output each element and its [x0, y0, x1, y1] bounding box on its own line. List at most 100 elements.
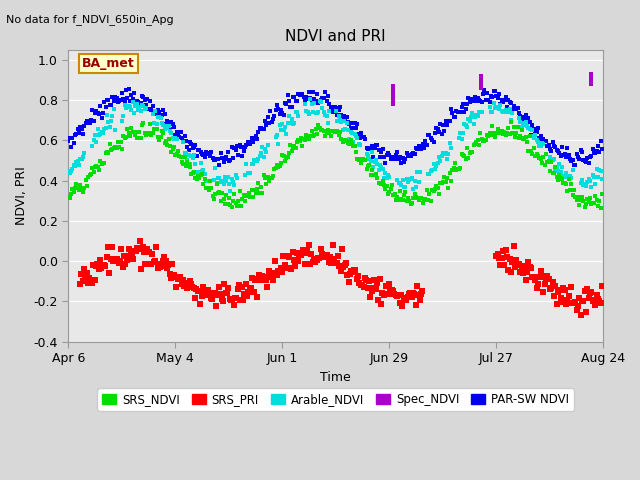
Point: [232, 174, 242, 182]
Point: [103, 118, 113, 126]
Point: [102, 96, 112, 104]
Point: [525, 132, 535, 140]
Point: [205, 177, 215, 185]
Point: [558, 151, 568, 158]
Point: [556, 174, 566, 181]
Point: [81, 120, 91, 127]
Point: [411, 183, 421, 191]
Point: [556, 152, 566, 160]
Point: [466, 114, 476, 121]
Point: [202, 149, 212, 157]
Point: [243, 288, 253, 296]
Point: [472, 95, 483, 102]
Point: [196, 159, 206, 167]
Point: [387, 153, 397, 161]
Point: [336, 118, 346, 125]
Point: [214, 161, 225, 168]
Point: [201, 177, 211, 185]
Point: [476, 74, 486, 82]
Point: [355, 156, 365, 163]
Point: [82, 182, 92, 190]
Point: [385, 155, 396, 163]
Point: [228, 178, 238, 186]
Point: [376, 148, 387, 156]
Point: [287, 103, 297, 111]
Point: [450, 159, 460, 167]
Point: [150, 257, 160, 265]
Point: [467, 109, 477, 117]
Point: [193, 146, 204, 154]
Point: [284, 97, 294, 105]
Point: [200, 291, 211, 299]
Point: [324, 100, 334, 108]
Point: [378, 177, 388, 184]
Point: [488, 129, 499, 136]
Point: [132, 106, 143, 113]
Point: [90, 276, 100, 284]
Point: [334, 263, 344, 270]
Point: [289, 143, 300, 150]
Point: [315, 98, 325, 106]
Point: [550, 283, 561, 290]
Point: [147, 129, 157, 137]
Point: [224, 180, 234, 188]
Point: [586, 75, 596, 83]
Point: [202, 184, 212, 192]
Point: [329, 255, 339, 263]
Point: [100, 149, 111, 157]
Point: [413, 196, 424, 204]
Point: [577, 297, 587, 305]
Point: [170, 151, 180, 159]
Point: [349, 119, 360, 127]
Point: [208, 155, 218, 162]
Point: [130, 131, 140, 139]
Point: [143, 129, 154, 137]
Point: [428, 138, 438, 146]
Point: [498, 108, 508, 115]
Point: [524, 115, 534, 122]
Point: [298, 142, 308, 150]
Legend: SRS_NDVI, SRS_PRI, Arable_NDVI, Spec_NDVI, PAR-SW NDVI: SRS_NDVI, SRS_PRI, Arable_NDVI, Spec_NDV…: [97, 388, 574, 411]
Point: [206, 184, 216, 192]
Point: [388, 90, 398, 97]
Point: [458, 151, 468, 159]
Point: [276, 106, 286, 114]
Y-axis label: NDVI, PRI: NDVI, PRI: [15, 167, 28, 225]
Point: [515, 119, 525, 126]
Point: [372, 174, 383, 182]
Point: [536, 267, 546, 275]
Point: [511, 105, 522, 113]
Point: [364, 155, 374, 162]
Point: [153, 113, 163, 120]
Point: [388, 95, 398, 103]
Point: [449, 113, 459, 121]
Title: NDVI and PRI: NDVI and PRI: [285, 29, 386, 44]
Point: [93, 163, 103, 171]
Point: [476, 78, 486, 85]
Point: [459, 108, 469, 116]
Point: [444, 117, 454, 125]
Point: [264, 177, 274, 184]
Point: [248, 138, 258, 145]
Point: [481, 96, 491, 103]
Point: [540, 280, 550, 288]
Point: [237, 283, 247, 291]
Point: [124, 129, 134, 137]
Point: [141, 245, 152, 253]
Point: [250, 132, 260, 139]
Point: [355, 142, 365, 149]
Point: [586, 76, 596, 84]
Point: [570, 298, 580, 306]
Point: [140, 129, 150, 137]
Point: [88, 262, 99, 269]
Point: [221, 191, 231, 198]
Point: [189, 284, 199, 291]
Point: [198, 283, 208, 290]
Point: [481, 136, 491, 144]
Point: [589, 296, 599, 304]
Point: [586, 78, 596, 86]
Point: [257, 272, 267, 280]
Point: [130, 248, 140, 255]
Point: [476, 80, 486, 88]
Point: [99, 159, 109, 167]
